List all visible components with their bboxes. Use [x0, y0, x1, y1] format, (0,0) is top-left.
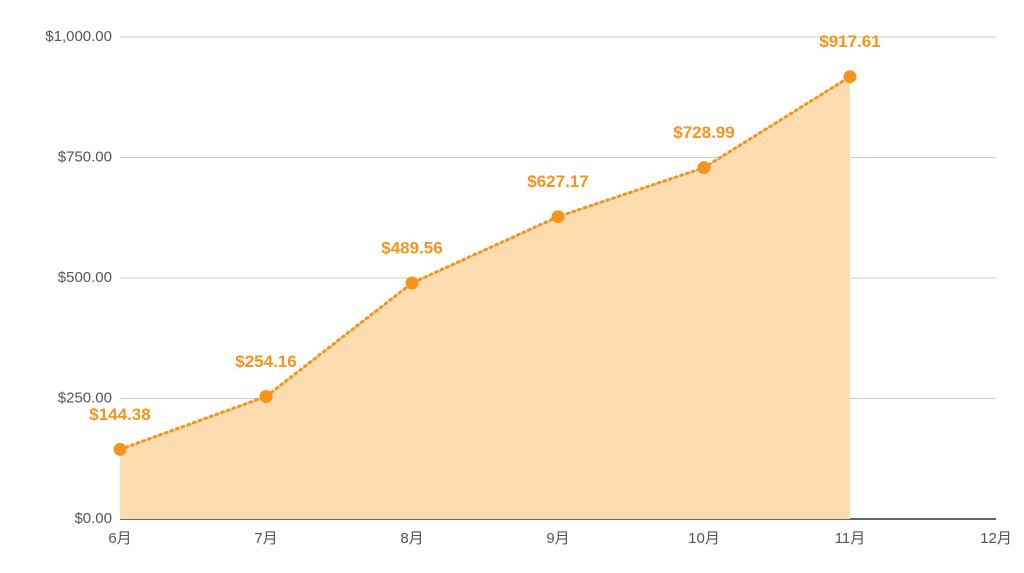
- x-tick-label: 9月: [546, 530, 569, 547]
- x-tick-label: 11月: [835, 530, 866, 547]
- value-label: $254.16: [235, 352, 296, 371]
- value-label: $627.17: [527, 172, 588, 191]
- point: [113, 442, 127, 456]
- point: [843, 70, 857, 84]
- x-tick-label: 12月: [980, 530, 1012, 547]
- y-tick-label: $750.00: [58, 148, 112, 165]
- y-tick-label: $250.00: [58, 389, 112, 406]
- y-tick-label: $1,000.00: [45, 28, 112, 45]
- x-tick-label: 10月: [688, 530, 720, 547]
- value-label: $489.56: [381, 239, 442, 258]
- value-label: $144.38: [89, 405, 150, 424]
- point: [259, 389, 273, 403]
- x-tick-label: 6月: [108, 530, 131, 547]
- x-tick-label: 7月: [254, 530, 277, 547]
- point: [697, 161, 711, 175]
- y-tick-label: $0.00: [74, 510, 112, 527]
- line: [118, 75, 852, 451]
- point: [551, 210, 565, 224]
- x-tick-label: 8月: [400, 530, 423, 547]
- value-label: $728.99: [673, 123, 734, 142]
- value-label: $917.61: [819, 32, 880, 51]
- y-tick-label: $500.00: [58, 269, 112, 286]
- point: [405, 276, 419, 290]
- area: [120, 76, 850, 520]
